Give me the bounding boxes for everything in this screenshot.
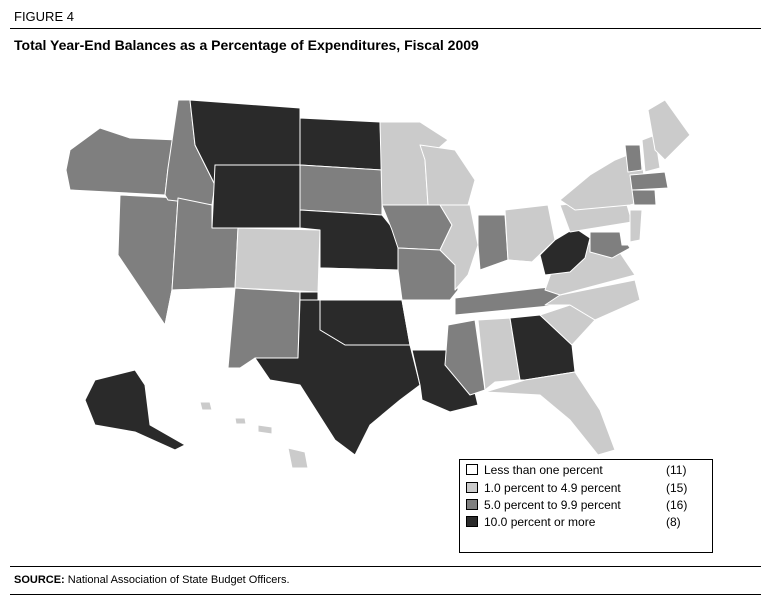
state-al bbox=[477, 317, 521, 391]
state-md bbox=[589, 231, 631, 259]
legend-count-10-plus: (8) bbox=[666, 515, 681, 529]
state-ky bbox=[459, 259, 556, 293]
legend-item-1-4.9: 1.0 percent to 4.9 percent (15) bbox=[466, 481, 708, 495]
state-wy bbox=[211, 164, 301, 229]
legend-swatch-lt1 bbox=[466, 464, 478, 475]
state-mi bbox=[481, 149, 521, 216]
legend-item-10-plus: 10.0 percent or more (8) bbox=[466, 515, 708, 529]
state-nj bbox=[629, 209, 643, 243]
state-ms bbox=[444, 319, 486, 396]
legend-label-5-9.9: 5.0 percent to 9.9 percent bbox=[484, 498, 621, 512]
state-me bbox=[647, 99, 691, 161]
source-note: SOURCE: National Association of State Bu… bbox=[14, 574, 290, 586]
legend-label-1-4.9: 1.0 percent to 4.9 percent bbox=[484, 481, 621, 495]
legend-swatch-5-9.9 bbox=[466, 499, 478, 510]
legend: Less than one percent (11) 1.0 percent t… bbox=[459, 459, 713, 553]
source-label: SOURCE: bbox=[14, 574, 65, 586]
legend-swatch-1-4.9 bbox=[466, 482, 478, 493]
state-ak bbox=[84, 369, 186, 451]
legend-label-10-plus: 10.0 percent or more bbox=[484, 515, 596, 529]
legend-count-1-4.9: (15) bbox=[666, 481, 688, 495]
state-co bbox=[234, 227, 321, 293]
state-wi bbox=[419, 144, 476, 206]
state-fl bbox=[484, 371, 616, 456]
figure-label: FIGURE 4 bbox=[14, 9, 74, 24]
bottom-rule bbox=[10, 594, 761, 595]
state-ks bbox=[317, 267, 403, 301]
state-nd bbox=[299, 117, 383, 171]
chart-title: Total Year-End Balances as a Percentage … bbox=[14, 37, 479, 53]
state-hi bbox=[199, 401, 309, 469]
source-top-rule bbox=[10, 566, 761, 567]
source-text: National Association of State Budget Off… bbox=[64, 574, 290, 586]
legend-count-5-9.9: (16) bbox=[666, 498, 688, 512]
legend-label-lt1: Less than one percent bbox=[484, 463, 603, 477]
legend-item-5-9.9: 5.0 percent to 9.9 percent (16) bbox=[466, 498, 708, 512]
state-de bbox=[619, 231, 631, 246]
state-ma bbox=[629, 171, 669, 191]
state-nm bbox=[227, 287, 301, 369]
state-nc bbox=[544, 279, 641, 321]
state-ct bbox=[631, 189, 657, 206]
state-vt bbox=[624, 144, 643, 173]
state-il bbox=[439, 204, 479, 291]
legend-count-lt1: (11) bbox=[666, 463, 687, 477]
legend-item-lt1: Less than one percent (11) bbox=[466, 463, 708, 477]
legend-swatch-10-plus bbox=[466, 516, 478, 527]
state-sd bbox=[299, 164, 383, 216]
title-top-rule bbox=[10, 28, 761, 29]
